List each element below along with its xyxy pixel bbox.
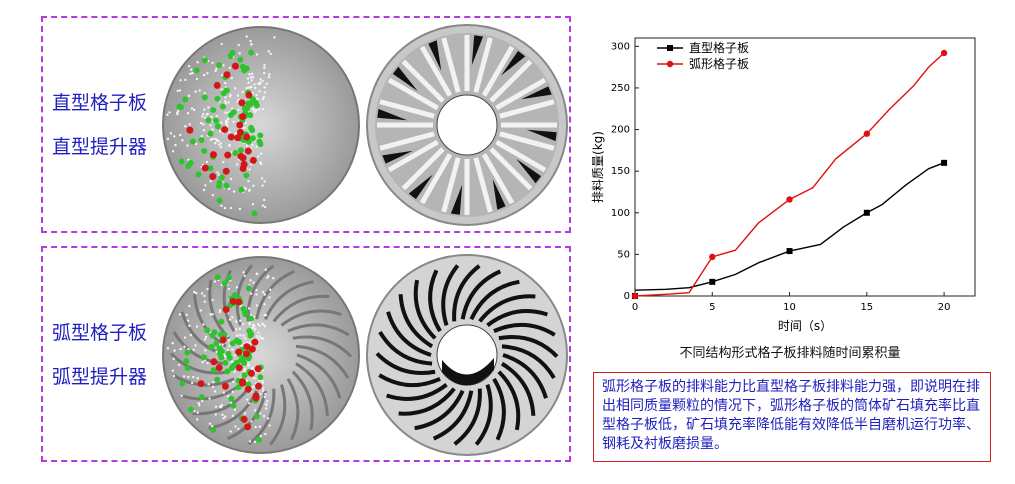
x-tick-label: 15 <box>860 302 873 313</box>
legend-label-1: 弧形格子板 <box>689 56 749 71</box>
y-tick-label: 250 <box>611 83 630 94</box>
chart-caption: 不同结构形式格子板排料随时间累积量 <box>679 346 901 361</box>
data-point <box>631 292 639 300</box>
y-tick-label: 50 <box>617 249 630 260</box>
y-tick-label: 0 <box>624 291 630 302</box>
discharge-chart-svg: 0 5 10 15 20050100150200250300时间（s）排料质量(kg)直… <box>591 37 976 333</box>
y-tick-label: 300 <box>611 41 630 52</box>
legend-marker <box>667 45 673 51</box>
plot-frame <box>634 37 976 297</box>
arc-lifter-label: 弧型提升器 <box>52 366 148 388</box>
arc-plate-panel <box>41 246 571 462</box>
series-line-0 <box>634 162 945 291</box>
data-point <box>863 130 871 137</box>
straight-grate-disc-image <box>366 24 568 226</box>
straight-particle-disc-image <box>162 26 360 224</box>
series-line-1 <box>634 52 945 297</box>
arc-plate-label: 弧型格子板 <box>52 322 148 344</box>
legend-label-0: 直型格子板 <box>689 40 749 55</box>
x-tick-label: 0 <box>632 302 638 313</box>
data-point <box>709 253 716 261</box>
arc-particle-disc-image <box>162 256 360 454</box>
y-tick-label: 200 <box>611 125 630 136</box>
legend-marker <box>666 60 674 68</box>
y-tick-label: 150 <box>611 166 630 177</box>
arc-grate-disc-image <box>366 254 568 456</box>
data-point <box>709 278 716 285</box>
conclusion-box: 弧形格子板的排料能力比直型格子板排料能力强，即说明在排出相同质量颗粒的情况下，弧… <box>593 372 991 462</box>
x-tick-label: 5 <box>709 302 715 313</box>
data-point <box>940 49 948 57</box>
data-point <box>786 248 793 255</box>
y-axis-label: 排料质量(kg) <box>591 131 605 203</box>
x-tick-label: 20 <box>938 302 951 313</box>
y-tick-label: 100 <box>611 208 630 219</box>
x-axis-label: 时间（s） <box>778 319 832 333</box>
data-point <box>863 209 870 216</box>
x-tick-label: 10 <box>783 302 796 313</box>
discharge-chart: 0 5 10 15 20 0 50 100 150 200 250 300 时间（s） 排料质量(kg) 直… <box>590 28 990 364</box>
straight-plate-label: 直型格子板 <box>52 92 148 114</box>
straight-plate-panel <box>41 16 571 233</box>
data-point <box>786 196 793 203</box>
straight-lifter-label: 直型提升器 <box>52 136 148 158</box>
data-point <box>941 159 948 166</box>
